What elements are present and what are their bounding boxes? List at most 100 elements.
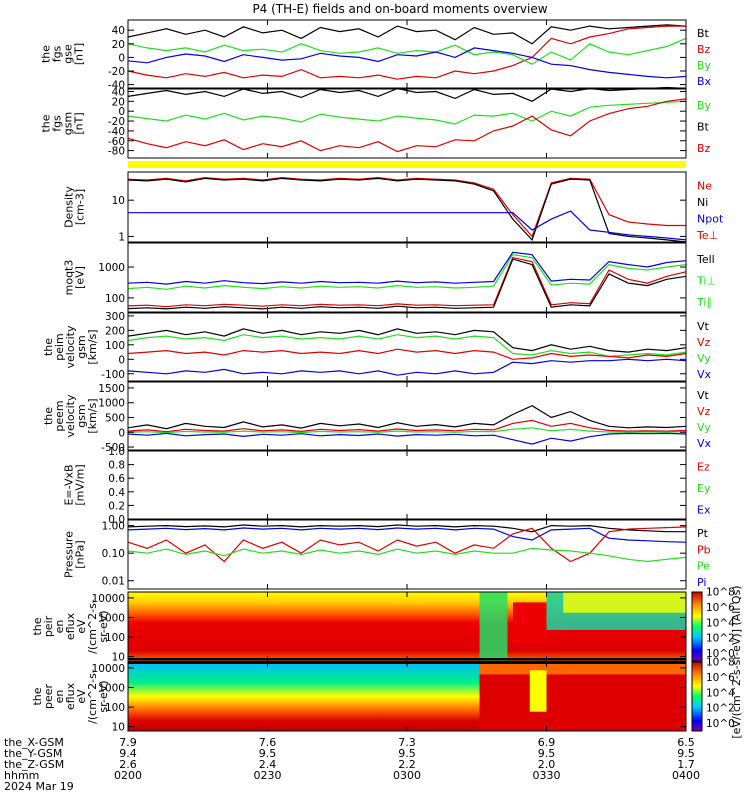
xrow-value: 2.2: [398, 758, 416, 771]
legend-vy: Vy: [697, 352, 711, 365]
legend-ni: Ni: [697, 196, 708, 209]
series-p6-green: [127, 427, 687, 434]
xrow-value: 0400: [672, 769, 700, 782]
ylabel-line: sr-eV): [97, 680, 110, 712]
series-p3-black: [127, 177, 687, 243]
ylabel-line: eflux: [64, 682, 77, 710]
legend-pe: Pe: [697, 560, 710, 573]
panel-frame: [127, 450, 687, 520]
colorbar-tick: 10^8: [706, 587, 735, 599]
series-p5-black: [127, 328, 687, 353]
colorbar-tick: 10^4: [706, 617, 735, 629]
ytick-label: 1000: [98, 682, 125, 694]
ytick-label: -40: [108, 126, 125, 138]
series-p8-red: [127, 526, 687, 563]
ylabel-line: the: [40, 114, 53, 132]
xrow-value: 7.3: [398, 736, 416, 749]
spec-block: [513, 602, 547, 644]
date-label: 2024 Mar 19: [4, 780, 74, 793]
plot-title: P4 (TH-E) fields and on-board moments ov…: [252, 2, 547, 16]
legend-bz: Bz: [697, 43, 711, 56]
panel-p10: 10 100 1000 10000 thepeerenefluxeV/(cm^2-s-s…: [31, 661, 687, 734]
panel-p4: 100 1000 moqt3[eV] Tell Ti⊥ Ti∥: [63, 242, 716, 313]
panel-frame: [127, 88, 687, 159]
colorbar-tick: 10^6: [706, 672, 735, 684]
legend-vx: Vx: [697, 437, 712, 450]
ytick-label: 10000: [92, 663, 125, 675]
ylabel-line: peim: [53, 333, 66, 361]
series-p4-black: [127, 258, 687, 310]
legend-ti∥: Ti∥: [696, 296, 712, 309]
legend-pb: Pb: [697, 543, 711, 556]
ylabel-line: eflux: [64, 612, 77, 640]
ytick-label: 10: [112, 195, 125, 207]
ylabel-line: velocity: [64, 325, 77, 368]
ytick-label: -20: [108, 66, 125, 78]
panel-p8: 0.01 0.10 1.00 Pressure[nPa] Pt Pb Pe Pi: [63, 519, 711, 590]
ytick-label: 100: [105, 293, 125, 305]
colorbar-tick: 10^0: [706, 648, 735, 660]
ytick-label: 0.10: [102, 548, 125, 560]
ytick-label: -500: [101, 442, 125, 454]
series-p1-green: [127, 37, 687, 65]
legend-te⊥: Te⊥: [696, 229, 718, 242]
series-p8-blue: [127, 527, 687, 543]
colorbar-2: [691, 661, 703, 732]
ytick-label: 100: [105, 340, 125, 352]
ylabel-line: moqt3: [63, 260, 76, 296]
legend-vt: Vt: [697, 320, 710, 333]
series-p4-red: [127, 257, 687, 308]
ytick-label: 1000: [98, 612, 125, 624]
ytick-label: 0: [118, 427, 125, 439]
ylabel-line: E=-VxB: [63, 464, 76, 505]
ytick-label: 1000: [98, 262, 125, 274]
ylabel-line: gsm: [75, 335, 88, 358]
xrow-value: 6.5: [677, 736, 695, 749]
xrow-value: 6.9: [538, 736, 556, 749]
series-p8-black: [127, 524, 686, 533]
ylabel-line: [nPa]: [74, 540, 87, 568]
legend-by: By: [697, 59, 712, 72]
ylabel-line: the: [42, 407, 55, 425]
legend-pt: Pt: [697, 527, 709, 540]
legend-vz: Vz: [697, 336, 711, 349]
ytick-label: 1.0: [108, 446, 125, 458]
ytick-label: 10: [112, 722, 125, 734]
spec-block: [479, 592, 508, 661]
xrow-value: 9.5: [677, 747, 695, 760]
ytick-label: 1: [118, 231, 125, 243]
legend-bx: Bx: [697, 75, 712, 88]
legend-ez: Ez: [697, 461, 710, 474]
legend-vt: Vt: [697, 389, 710, 402]
xrow-value: 9.5: [259, 747, 277, 760]
xrow-value: 0230: [254, 769, 282, 782]
ytick-label: 0.4: [108, 487, 125, 499]
ylabel-line: gse: [62, 44, 75, 64]
series-p2-green: [127, 100, 687, 125]
ytick-label: 100: [105, 702, 125, 714]
spec-block: [563, 592, 686, 613]
ytick-label: -100: [101, 369, 125, 381]
legend-vx: Vx: [697, 368, 712, 381]
colorbar-label: [eV/(cm^2-s-sr-eV)] (All Qs): [730, 585, 743, 738]
ylabel-line: the: [42, 338, 55, 356]
xrow-value: 2.0: [538, 758, 556, 771]
ytick-label: 1000: [98, 398, 125, 410]
ylabel-line: [nT]: [73, 43, 86, 65]
ylabel-line: [km/s]: [86, 398, 99, 433]
ylabel-line: [cm-3]: [74, 189, 87, 225]
series-p4-green: [127, 254, 687, 290]
panel-p7: 0.0 0.20.4 0.60.8 1.0 E=-VxB[mV/m] Ez Ey Ex: [63, 446, 711, 526]
ylabel-line: en: [53, 690, 66, 704]
colorbar-1: [691, 591, 703, 662]
ylabel-line: peer: [42, 684, 55, 710]
ylabel-line: velocity: [64, 394, 77, 437]
legend-npot: Npot: [697, 212, 724, 225]
colorbar-tick: 10^2: [706, 703, 735, 715]
legend-tell: Tell: [696, 253, 715, 266]
ylabel-line: /(cm^2-s-: [86, 599, 99, 654]
series-p1-blue: [127, 47, 687, 79]
